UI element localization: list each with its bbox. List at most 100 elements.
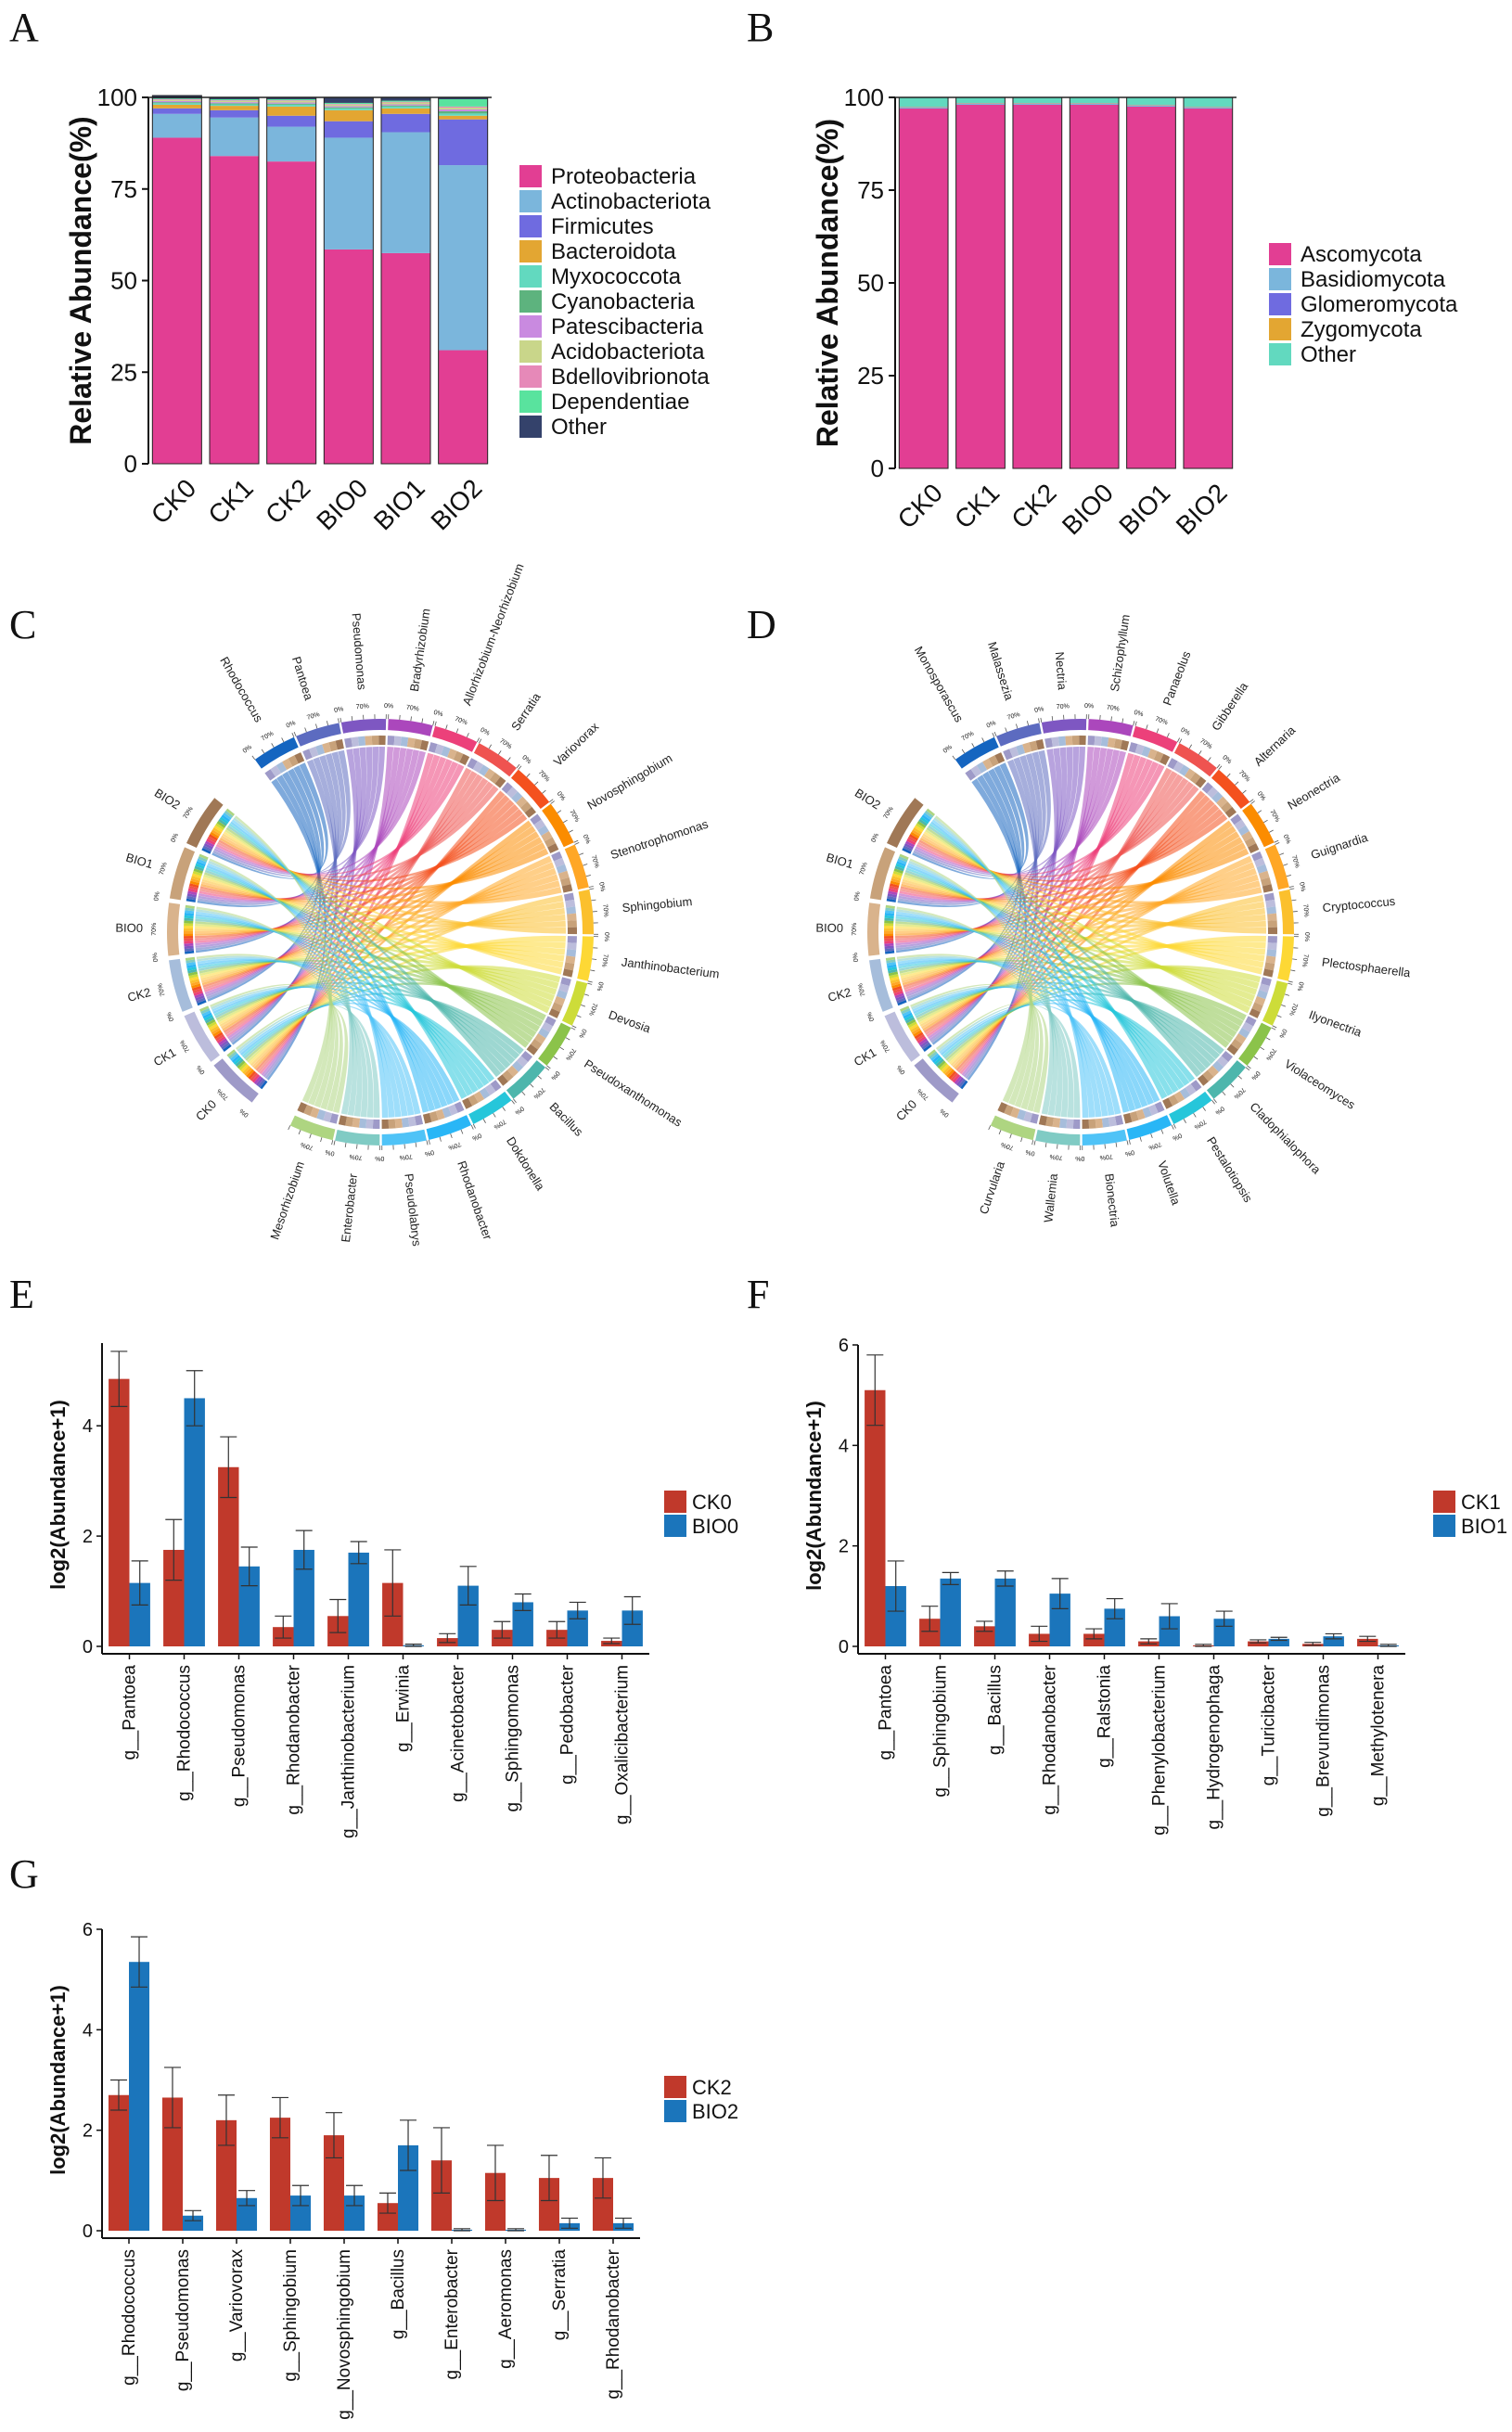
- ring-tick: [1040, 717, 1043, 723]
- ring-tick: [981, 737, 985, 743]
- sample-inner-band: [230, 1053, 239, 1061]
- taxon-arc-schizophyllum: [1088, 719, 1134, 736]
- y-tick-label: 100: [844, 83, 884, 111]
- taxon-inner-band: [534, 1032, 546, 1044]
- legend-label-firmicutes: Firmicutes: [551, 214, 654, 239]
- taxon-inner-band: [316, 1109, 327, 1120]
- taxon-inner-band: [526, 1043, 539, 1056]
- taxon-inner-band: [557, 870, 570, 880]
- taxon-inner-band: [388, 1119, 396, 1129]
- sample-inner-band: [199, 1005, 210, 1012]
- sample-inner-band: [184, 925, 194, 928]
- sample-inner-band: [207, 836, 217, 843]
- chord-ribbon: [925, 829, 1250, 1014]
- taxon-inner-band: [1044, 737, 1053, 749]
- taxon-inner-band: [372, 1119, 380, 1129]
- sample-inner-band: [196, 997, 206, 1004]
- taxon-inner-band: [1221, 1050, 1234, 1062]
- bar-segment-actinobacteriota: [209, 117, 260, 157]
- sample-inner-band: [185, 950, 195, 954]
- taxon-inner-band: [1016, 744, 1026, 756]
- sample-inner-band: [937, 1060, 946, 1069]
- bar-segment-bacteroidota: [438, 115, 488, 120]
- chord-ribbon: [200, 867, 557, 983]
- ring-tick: [472, 1123, 476, 1129]
- bar-segment-firmicutes: [209, 109, 260, 118]
- taxon-arc-volutella: [1126, 1115, 1172, 1140]
- ring-tick-label: 70%: [601, 903, 609, 917]
- taxon-inner-band: [473, 1091, 485, 1103]
- ring-tick-label: 0%: [1298, 882, 1306, 892]
- sample-inner-band: [900, 1005, 910, 1012]
- sample-inner-band: [921, 814, 931, 823]
- bar-segment-ascomycota: [1012, 105, 1062, 468]
- sample-inner-band: [211, 1028, 221, 1035]
- legend-swatch-dependentiae: [519, 390, 542, 413]
- taxon-label-sphingobium: Sphingobium: [621, 894, 693, 915]
- taxon-inner-band: [1003, 749, 1013, 761]
- ring-tick: [563, 819, 568, 824]
- y-tick-label: 0: [124, 450, 137, 478]
- ring-tick-label: 70%: [1290, 854, 1301, 869]
- sample-arc-bio0: [866, 902, 881, 956]
- ring-tick: [1237, 1075, 1242, 1080]
- ring-tick-label: 0%: [942, 744, 954, 755]
- sample-inner-band: [907, 836, 917, 843]
- bar-segment-dependentiae: [438, 98, 488, 107]
- taxon-inner-band: [435, 1108, 445, 1120]
- sample-inner-band: [887, 893, 897, 898]
- sample-inner-band: [892, 988, 903, 994]
- bar-segment-firmicutes: [324, 121, 374, 138]
- sample-inner-band: [250, 1072, 259, 1082]
- sample-inner-band: [191, 985, 202, 992]
- x-tick-label: BIO2: [426, 473, 488, 535]
- ring-tick: [1250, 800, 1255, 804]
- taxon-inner-band: [982, 758, 993, 770]
- taxon-inner-band: [516, 1056, 529, 1068]
- x-tick-label: g__Pantoea: [121, 1665, 140, 1760]
- ring-tick-label: 0%: [325, 1148, 335, 1157]
- y-tick-label: 2: [839, 1537, 849, 1557]
- y-tick-label: 2: [83, 1527, 93, 1547]
- ring-tick-label: 70%: [405, 705, 419, 713]
- legend-swatch-bio2: [664, 2100, 686, 2122]
- taxon-inner-band: [303, 1104, 314, 1116]
- taxon-inner-band: [533, 819, 545, 831]
- y-axis-title: log2(Abundance+1): [802, 1401, 826, 1591]
- ring-tick: [298, 1130, 301, 1135]
- x-tick-label: g__Ralstonia: [1096, 1665, 1115, 1768]
- taxon-inner-band: [428, 742, 438, 753]
- ring-tick: [421, 718, 424, 723]
- taxon-inner-band: [567, 913, 577, 921]
- chord-ribbon: [247, 965, 561, 1063]
- taxon-inner-band: [1004, 1104, 1014, 1116]
- sample-inner-band: [884, 938, 894, 941]
- x-tick-label: g__Acinetobacter: [449, 1664, 468, 1802]
- ring-tick-label: 0%: [480, 727, 491, 737]
- bar-segment-acidobacteriota: [380, 102, 431, 105]
- sample-label-ck2: CK2: [126, 985, 152, 1005]
- sample-inner-band: [185, 907, 195, 912]
- bar-bio2: [344, 2195, 365, 2231]
- ring-tick: [1128, 1139, 1131, 1145]
- sample-inner-band: [907, 1021, 917, 1029]
- taxon-inner-band: [309, 746, 319, 758]
- taxon-inner-band: [442, 1107, 452, 1119]
- sample-inner-band: [184, 917, 194, 921]
- legend-swatch-bacteroidota: [519, 240, 542, 262]
- taxon-inner-band: [288, 755, 299, 767]
- taxon-arc-allorhizobium-neorhizobium: [431, 725, 478, 752]
- ring-tick-label: 70%: [493, 1118, 507, 1130]
- taxon-label-pseudoxanthomonas: Pseudoxanthomonas: [582, 1056, 685, 1130]
- chord-ribbon: [221, 862, 555, 1030]
- sample-arc-ck1: [184, 1011, 220, 1062]
- sample-inner-band: [955, 1077, 965, 1086]
- sample-inner-band: [225, 808, 236, 816]
- taxon-arc-pseudomonas: [340, 719, 387, 734]
- chord-ribbon: [266, 778, 327, 1081]
- ring-tick: [1283, 864, 1288, 866]
- ring-tick: [467, 733, 469, 737]
- taxon-inner-band: [1179, 1087, 1191, 1099]
- ring-tick-label: 70%: [852, 923, 858, 936]
- taxon-inner-band: [1141, 746, 1151, 758]
